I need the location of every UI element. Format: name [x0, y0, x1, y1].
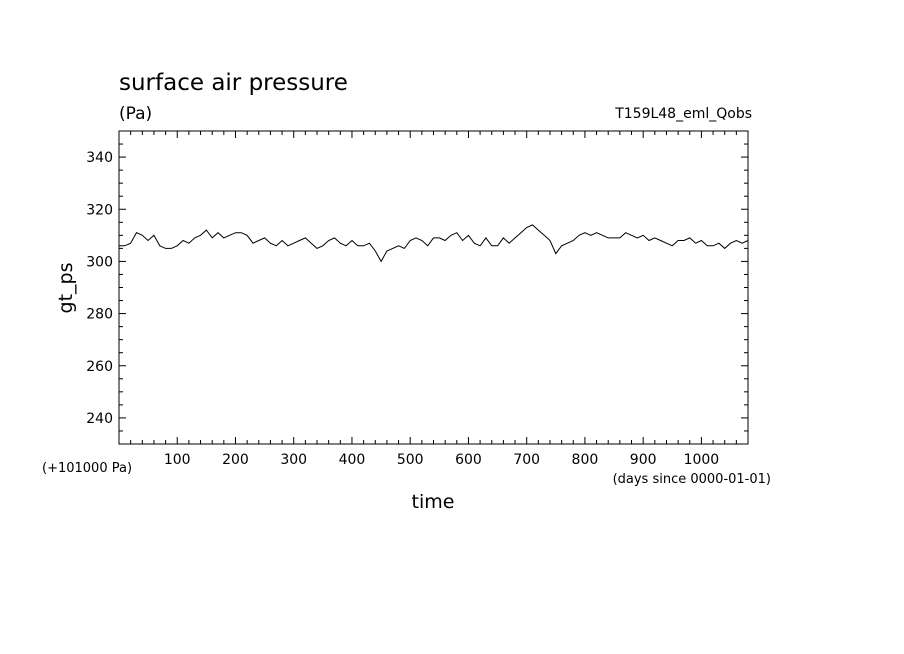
- x-axis-label: time: [412, 491, 455, 513]
- y-axis-label: gt_ps: [55, 263, 77, 314]
- y-tick-label: 300: [86, 254, 113, 270]
- y-tick-label: 280: [86, 307, 113, 323]
- y-tick-label: 260: [86, 359, 113, 375]
- y-tick-label: 240: [86, 411, 113, 427]
- y-tick-label: 320: [86, 202, 113, 218]
- x-tick-label: 400: [339, 452, 366, 468]
- y-offset-label: (+101000 Pa): [42, 461, 132, 476]
- chart-units: (Pa): [119, 104, 152, 124]
- run-label: T159L48_eml_Qobs: [614, 106, 752, 122]
- x-tick-label: 500: [397, 452, 424, 468]
- x-axis-tick-labels: 100 200 300 400 500 600 700 800 900 1000: [164, 452, 719, 468]
- x-tick-label: 100: [164, 452, 191, 468]
- x-tick-label: 600: [455, 452, 482, 468]
- x-tick-label: 800: [572, 452, 599, 468]
- x-tick-label: 700: [513, 452, 540, 468]
- chart-title: surface air pressure: [119, 70, 348, 96]
- series-line: [119, 224, 749, 263]
- x-tick-label: 200: [222, 452, 249, 468]
- x-tick-label: 300: [280, 452, 307, 468]
- x-axis-ticks: [130, 131, 737, 444]
- y-axis-tick-labels: 240 260 280 300 320 340: [86, 150, 113, 427]
- x-units-label: (days since 0000-01-01): [613, 472, 771, 487]
- y-axis-ticks: [119, 130, 748, 445]
- plot-frame: [118, 130, 749, 445]
- x-tick-label: 1000: [684, 452, 720, 468]
- y-tick-label: 340: [86, 150, 113, 166]
- x-tick-label: 900: [630, 452, 657, 468]
